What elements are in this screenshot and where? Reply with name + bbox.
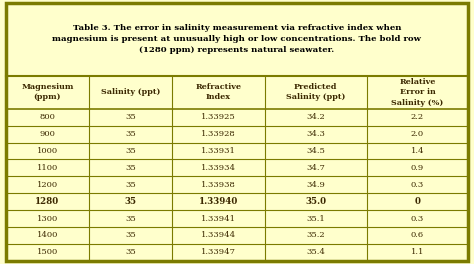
Text: 1100: 1100 xyxy=(36,164,58,172)
Text: 1280: 1280 xyxy=(35,197,59,206)
Text: 1200: 1200 xyxy=(37,181,58,189)
Text: 34.5: 34.5 xyxy=(306,147,325,155)
Text: 35.0: 35.0 xyxy=(305,197,326,206)
Text: 35.4: 35.4 xyxy=(306,248,325,256)
Text: 1.33940: 1.33940 xyxy=(199,197,238,206)
Text: 0: 0 xyxy=(414,197,420,206)
Text: Relative
Error in
Salinity (%): Relative Error in Salinity (%) xyxy=(392,78,444,107)
Text: 1400: 1400 xyxy=(36,232,58,239)
Text: Refractive
Index: Refractive Index xyxy=(195,83,241,101)
Text: 35: 35 xyxy=(125,130,136,138)
Text: 1.33941: 1.33941 xyxy=(201,215,236,223)
Text: Salinity (ppt): Salinity (ppt) xyxy=(101,88,160,96)
Text: 1.33947: 1.33947 xyxy=(201,248,236,256)
Text: 1.4: 1.4 xyxy=(410,147,424,155)
Text: 2.2: 2.2 xyxy=(411,113,424,121)
Text: 1.33944: 1.33944 xyxy=(201,232,236,239)
Text: 1.33931: 1.33931 xyxy=(201,147,236,155)
Text: Table 3. The error in salinity measurement via refractive index when
magnesium i: Table 3. The error in salinity measureme… xyxy=(53,25,421,54)
Text: 0.3: 0.3 xyxy=(411,181,424,189)
Text: 0.6: 0.6 xyxy=(411,232,424,239)
FancyBboxPatch shape xyxy=(6,3,468,261)
Text: 800: 800 xyxy=(39,113,55,121)
Text: 35: 35 xyxy=(125,164,136,172)
Text: 1.33934: 1.33934 xyxy=(201,164,236,172)
Text: Predicted
Salinity (ppt): Predicted Salinity (ppt) xyxy=(286,83,346,101)
Text: 35: 35 xyxy=(125,248,136,256)
Text: 1.1: 1.1 xyxy=(411,248,424,256)
Text: 0.3: 0.3 xyxy=(411,215,424,223)
Text: 35: 35 xyxy=(125,197,137,206)
Text: 34.7: 34.7 xyxy=(306,164,325,172)
Text: 900: 900 xyxy=(39,130,55,138)
Text: 35: 35 xyxy=(125,113,136,121)
Text: 35.1: 35.1 xyxy=(306,215,325,223)
Text: 35: 35 xyxy=(125,147,136,155)
Text: 1.33928: 1.33928 xyxy=(201,130,236,138)
Text: 1.33938: 1.33938 xyxy=(201,181,236,189)
Text: 1300: 1300 xyxy=(36,215,58,223)
Text: 35.2: 35.2 xyxy=(306,232,325,239)
Text: 0.9: 0.9 xyxy=(411,164,424,172)
Text: Magnesium
(ppm): Magnesium (ppm) xyxy=(21,83,73,101)
Text: 1500: 1500 xyxy=(36,248,58,256)
Text: 34.3: 34.3 xyxy=(306,130,325,138)
Text: 1000: 1000 xyxy=(37,147,58,155)
Text: 35: 35 xyxy=(125,181,136,189)
Text: 35: 35 xyxy=(125,232,136,239)
Text: 35: 35 xyxy=(125,215,136,223)
Text: 34.9: 34.9 xyxy=(306,181,325,189)
Text: 1.33925: 1.33925 xyxy=(201,113,236,121)
Text: 34.2: 34.2 xyxy=(306,113,325,121)
Text: 2.0: 2.0 xyxy=(411,130,424,138)
